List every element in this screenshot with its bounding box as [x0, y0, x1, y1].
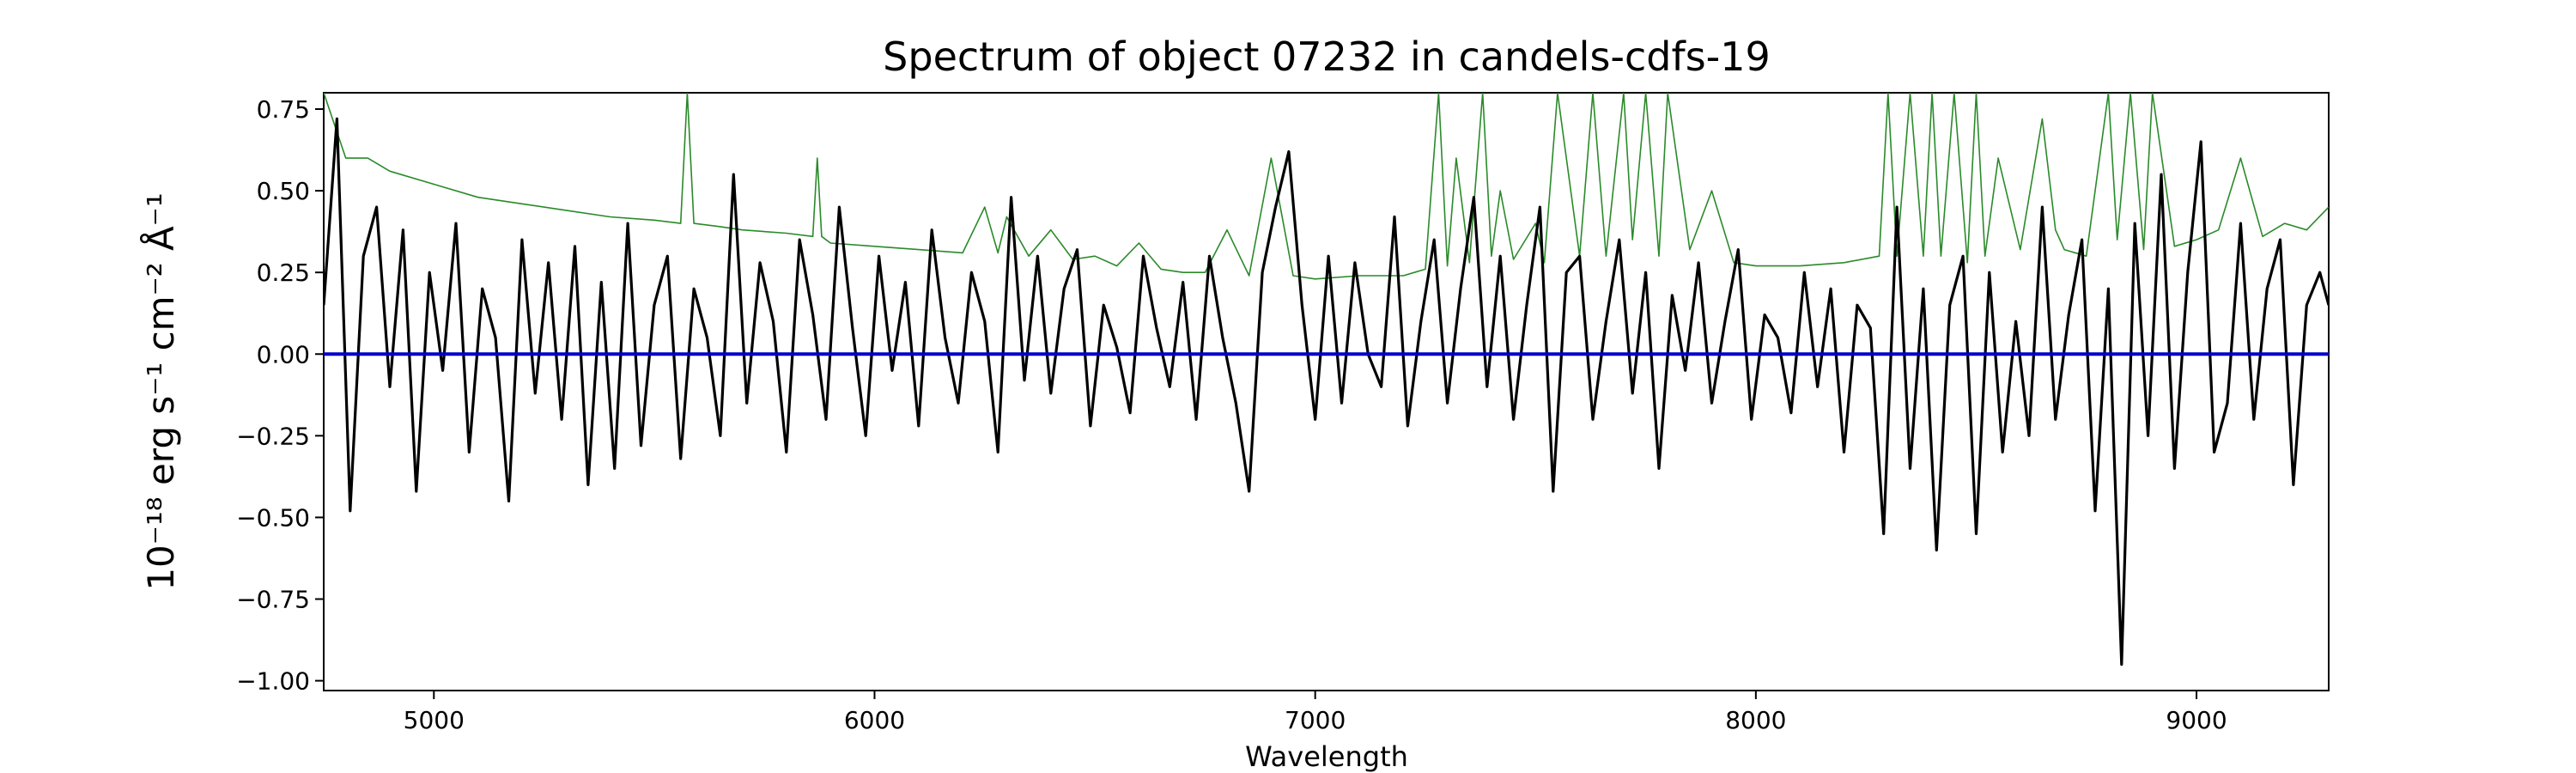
y-tick-label: 0.75: [257, 95, 310, 124]
x-tick-label: 8000: [1725, 706, 1786, 734]
series-error-line: [324, 93, 2329, 280]
chart-title: Spectrum of object 07232 in candels-cdfs…: [883, 33, 1771, 80]
y-tick-label: −0.25: [236, 422, 310, 450]
y-tick-label: −1.00: [236, 667, 310, 696]
series-spectrum-line: [324, 117, 2329, 666]
series-layer: [324, 93, 2329, 666]
y-tick-label: −0.50: [236, 503, 310, 532]
y-axis-label: 10⁻¹⁸ erg s⁻¹ cm⁻² Å⁻¹: [139, 192, 182, 590]
y-tick-label: 0.50: [257, 177, 310, 205]
plot-area: [323, 92, 2330, 691]
y-axis: −1.00 −0.75 −0.50 −0.25 0.00 0.25 0.50 0.75: [236, 95, 324, 696]
x-tick-label: 5000: [404, 706, 465, 734]
y-tick-label: 0.25: [257, 259, 310, 287]
x-tick-label: 6000: [844, 706, 905, 734]
x-tick-label: 7000: [1285, 706, 1346, 734]
plot-frame: [323, 92, 2330, 691]
x-tick-label: 9000: [2166, 706, 2227, 734]
y-tick-label: 0.00: [257, 340, 310, 368]
y-tick-label: −0.75: [236, 586, 310, 614]
x-axis-label: Wavelength: [1245, 740, 1408, 773]
x-axis: 5000 6000 7000 8000 9000: [404, 691, 2227, 734]
